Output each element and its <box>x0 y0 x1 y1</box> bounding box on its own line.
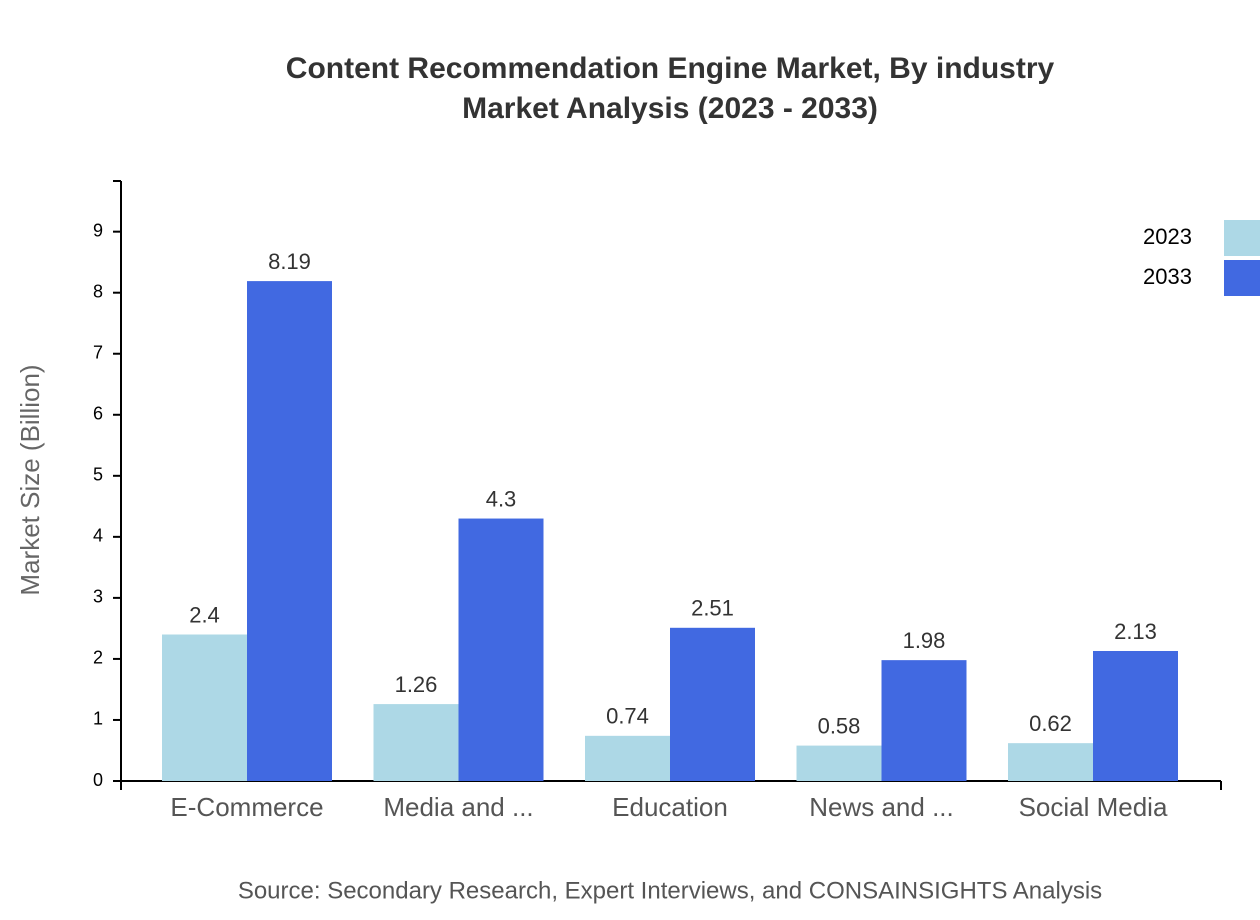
value-label: 1.98 <box>903 628 946 653</box>
y-tick-label: 3 <box>93 587 103 607</box>
y-tick-label: 0 <box>93 770 103 790</box>
y-tick-label: 9 <box>93 220 103 240</box>
y-tick-label: 5 <box>93 465 103 485</box>
value-label: 2.13 <box>1114 619 1157 644</box>
bar <box>1093 650 1178 781</box>
x-tick-label: Social Media <box>1019 792 1168 822</box>
value-label: 1.26 <box>395 672 438 697</box>
value-label: 8.19 <box>268 249 311 274</box>
legend-swatch <box>1224 220 1260 256</box>
y-tick-label: 6 <box>93 404 103 424</box>
y-tick-label: 8 <box>93 281 103 301</box>
y-tick-label: 4 <box>93 526 103 546</box>
x-tick-label: Media and ... <box>383 792 533 822</box>
bar <box>458 518 544 781</box>
legend-label: 2023 <box>1143 224 1192 249</box>
x-tick-label: E-Commerce <box>170 792 323 822</box>
bar <box>881 660 967 781</box>
value-label: 2.51 <box>691 596 734 621</box>
chart-subtitle: Market Analysis (2023 - 2033) <box>462 92 878 125</box>
bar <box>373 704 459 781</box>
value-label: 4.3 <box>486 486 517 511</box>
y-tick-label: 2 <box>93 648 103 668</box>
bar <box>162 634 247 781</box>
y-tick-label: 7 <box>93 342 103 362</box>
x-tick-label: News and ... <box>809 792 954 822</box>
chart-title: Content Recommendation Engine Market, By… <box>286 52 1055 85</box>
legend-swatch <box>1224 260 1260 296</box>
legend-label: 2033 <box>1143 264 1192 289</box>
bar <box>1008 743 1093 781</box>
y-tick-label: 1 <box>93 709 103 729</box>
bar <box>247 281 332 781</box>
y-axis-label: Market Size (Billion) <box>15 364 45 595</box>
value-label: 0.74 <box>606 704 649 729</box>
bar <box>796 745 882 781</box>
x-tick-label: Education <box>612 792 728 822</box>
bar <box>670 627 755 781</box>
source-note: Source: Secondary Research, Expert Inter… <box>238 877 1102 904</box>
value-label: 0.62 <box>1029 711 1072 736</box>
value-label: 2.4 <box>189 602 220 627</box>
bar <box>585 735 670 781</box>
value-label: 0.58 <box>818 713 861 738</box>
